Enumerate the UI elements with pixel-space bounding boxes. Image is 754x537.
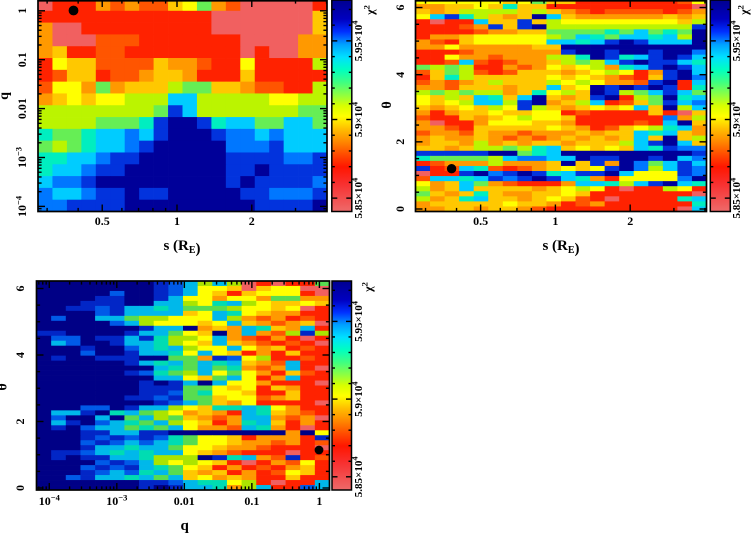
svg-text:0.5: 0.5: [95, 214, 110, 228]
svg-text:χ2: χ2: [362, 5, 378, 16]
svg-text:0.01: 0.01: [174, 494, 195, 508]
svg-text:0.01: 0.01: [15, 98, 29, 119]
svg-text:1: 1: [552, 214, 558, 228]
svg-text:6: 6: [393, 5, 407, 11]
svg-text:θ: θ: [380, 101, 395, 108]
svg-text:5.85×104: 5.85×104: [728, 177, 744, 219]
svg-text:5.95×104: 5.95×104: [350, 20, 366, 62]
svg-text:0.1: 0.1: [15, 52, 29, 67]
svg-text:5.95×104: 5.95×104: [350, 300, 366, 342]
svg-text:5.9×104: 5.9×104: [350, 381, 366, 417]
svg-text:1: 1: [174, 214, 180, 228]
svg-text:θ: θ: [0, 383, 11, 390]
svg-text:2: 2: [627, 214, 633, 228]
svg-text:6: 6: [13, 286, 27, 292]
svg-text:1: 1: [316, 494, 322, 508]
svg-text:4: 4: [13, 352, 27, 358]
svg-text:5.85×104: 5.85×104: [350, 456, 366, 498]
svg-text:5.9×104: 5.9×104: [728, 101, 744, 137]
svg-text:1: 1: [15, 8, 29, 14]
svg-text:0: 0: [13, 485, 27, 491]
svg-text:2: 2: [13, 419, 27, 425]
svg-text:2: 2: [249, 214, 255, 228]
svg-text:q: q: [0, 92, 12, 100]
svg-text:χ2: χ2: [360, 282, 376, 293]
svg-text:χ2: χ2: [736, 5, 752, 16]
svg-text:0.1: 0.1: [244, 494, 259, 508]
svg-text:2: 2: [393, 139, 407, 145]
svg-text:5.95×104: 5.95×104: [728, 20, 744, 62]
svg-text:4: 4: [393, 72, 407, 78]
svg-text:0: 0: [393, 206, 407, 212]
svg-text:0.5: 0.5: [473, 214, 488, 228]
svg-text:q: q: [181, 518, 190, 534]
svg-text:5.85×104: 5.85×104: [350, 177, 366, 219]
svg-text:5.9×104: 5.9×104: [350, 101, 366, 137]
